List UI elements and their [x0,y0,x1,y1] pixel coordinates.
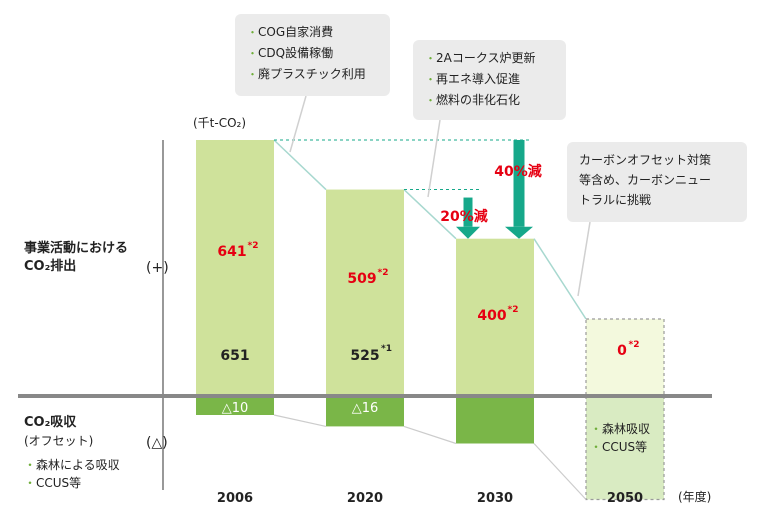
reduction-label-20: 20%減 [440,208,488,225]
net-emission-footnote: *2 [248,241,259,251]
absorption-label-2006: △10 [222,401,249,416]
absorption-connector [403,425,457,445]
absorption-bar-2030 [456,396,534,444]
reduction-arrow-20 [456,197,480,239]
callout-2050-measures: カーボンオフセット対策 等含め、カーボンニュー トラルに挑戦 [567,142,747,222]
emissions-axis-label-line1: 事業活動における [24,241,129,256]
absorption-connector [533,443,587,500]
absorption-item: CCUS等 [24,474,81,492]
x-tick-label-2020: 2020 [347,491,383,506]
absorption-bar-2006 [196,396,274,415]
net-emission-label-2020: 509 [347,271,376,287]
emission-bar-2020 [326,189,404,396]
absorption-axis-sublabel: (オフセット) [24,434,94,448]
callout-2020-item: 廃プラスチック利用 [247,64,378,85]
absorption-label-2020: △16 [352,401,379,416]
absorption-bar-2020 [326,396,404,427]
reduction-arrow-40 [505,140,533,239]
absorption-item: 森林による吸収 [24,456,120,474]
callout-2030-item: 2Aコークス炉更新 [425,48,554,69]
callout-pointer [577,221,591,297]
net-emission-label-2006: 641 [217,244,246,260]
reduction-label-40: 40%減 [494,163,542,180]
callout-2020-item: CDQ設備稼働 [247,43,378,64]
emissions-sign: (+) [146,260,169,276]
emission-bar-2006 [196,140,274,396]
callout-pointer [289,95,307,153]
callout-2050-line: カーボンオフセット対策 [579,153,712,167]
net-emission-footnote: *2 [629,340,640,350]
net-emission-footnote: *2 [508,305,519,315]
x-tick-label-2030: 2030 [477,491,513,506]
emission-bar-2050 [585,318,665,397]
net-emission-footnote: *2 [378,268,389,278]
emissions-axis-label-line2: CO₂排出 [24,259,77,274]
callout-2030-item: 燃料の非化石化 [425,90,554,111]
callout-2050-line: 等含め、カーボンニュー [579,173,712,187]
absorption-connector [273,414,327,427]
callout-2020-item: COG自家消費 [247,22,378,43]
x-tick-label-2006: 2006 [217,491,253,506]
callout-pointer [427,119,441,198]
net-emission-label-2050: 0 [617,343,627,359]
box-2050-item: 森林吸収 [590,420,650,438]
gross-emission-footnote: *1 [381,344,392,354]
trend-connector [403,189,457,240]
net-emission-label-2030: 400 [477,308,506,324]
x-tick-label-2050: 2050 [607,491,643,506]
callout-2050-line: トラルに挑戦 [579,193,652,207]
gross-emission-label-2020: 525 [350,348,379,364]
x-unit-label: (年度) [678,490,712,504]
trend-connector [273,139,327,191]
callout-2030-measures: 2Aコークス炉更新 再エネ導入促進 燃料の非化石化 [413,40,566,120]
callout-2020-measures: COG自家消費 CDQ設備稼働 廃プラスチック利用 [235,14,390,96]
box-2050-item: CCUS等 [590,438,647,456]
absorption-axis-label: CO₂吸収 [24,415,77,430]
trend-connector [533,238,587,320]
emissions-axis-label: 事業活動における CO₂排出 [24,240,128,276]
unit-label: (千t-CO₂) [193,116,247,130]
callout-2030-item: 再エネ導入促進 [425,69,554,90]
gross-emission-label-2006: 651 [220,348,249,364]
absorption-sign: (△) [146,435,168,451]
emission-bar-2030 [456,238,534,396]
